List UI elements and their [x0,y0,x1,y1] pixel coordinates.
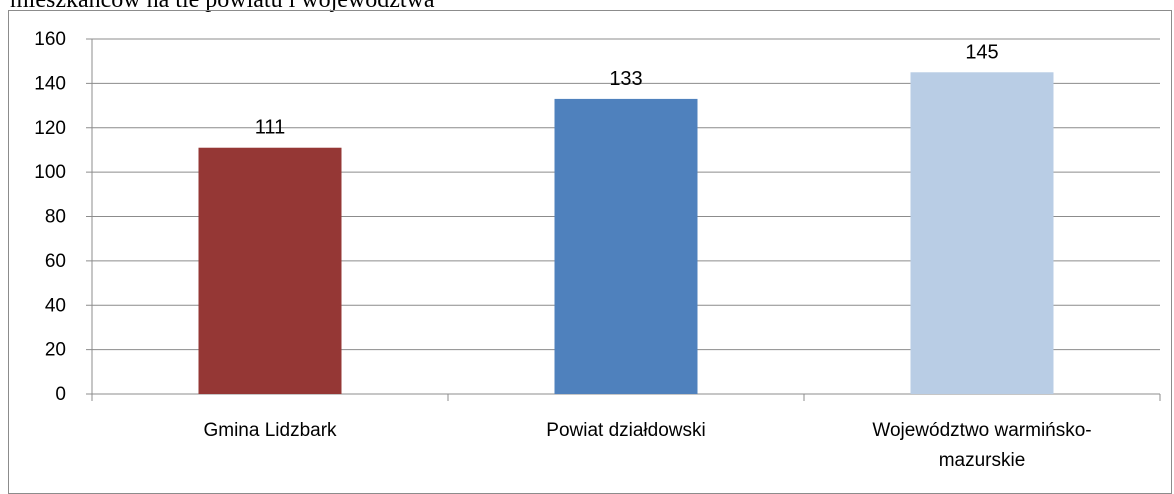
y-tick-label: 60 [45,251,66,272]
data-label: 111 [255,117,285,139]
category-label: Gmina Lidzbark [203,420,337,441]
y-tick-label: 100 [34,162,66,183]
chart-caption: mieszkańców na tle powiatu i województwa [10,0,435,13]
data-label: 145 [965,41,998,63]
y-tick-label: 140 [34,73,66,94]
y-tick-label: 40 [45,295,66,316]
y-tick-label: 20 [45,340,66,361]
y-tick-label: 0 [55,384,66,405]
y-tick-label: 80 [45,207,66,228]
bar [554,98,698,394]
data-label: 133 [609,68,642,90]
category-label: Powiat działdowski [546,420,705,441]
bar [198,147,342,394]
y-tick-label: 120 [34,118,66,139]
category-label: mazurskie [939,450,1026,471]
y-tick-label: 160 [34,29,66,50]
category-label: Województwo warmińsko- [872,420,1091,441]
bar [910,72,1054,394]
